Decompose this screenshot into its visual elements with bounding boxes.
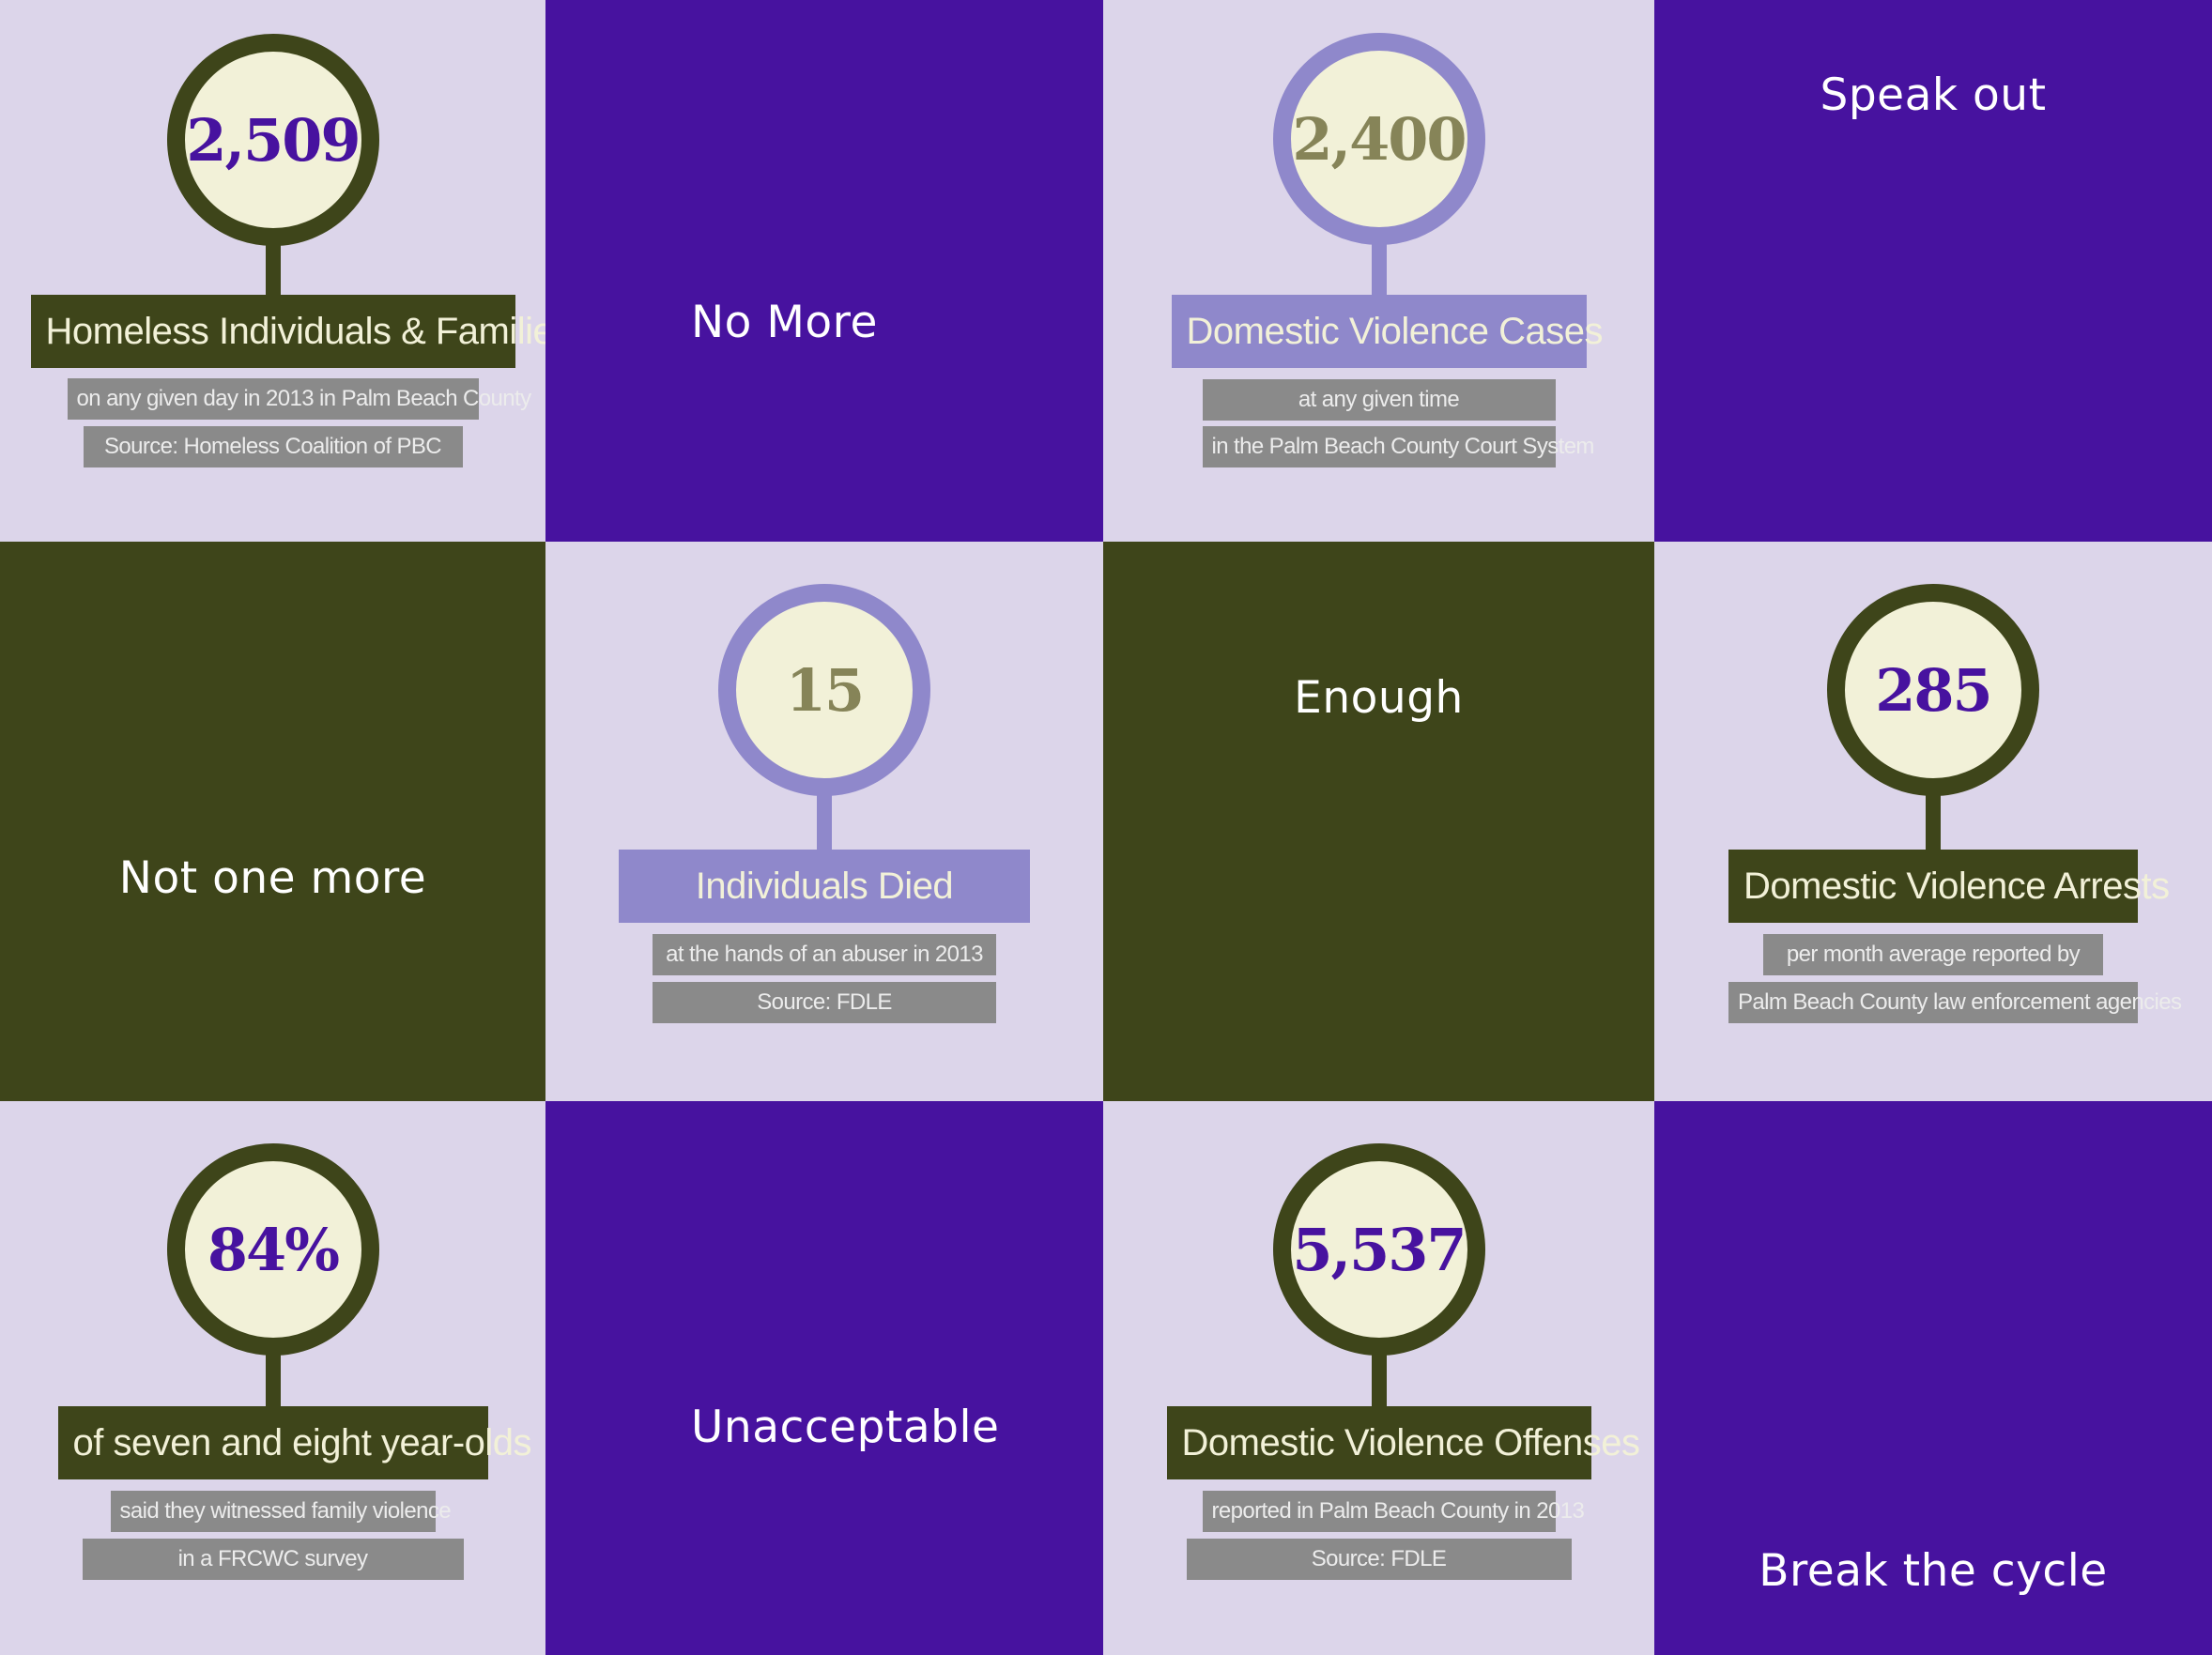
- stat-source: Source: FDLE: [1186, 1539, 1572, 1580]
- stat-circle: 285: [1827, 584, 2039, 796]
- stat-number: 84%: [207, 1215, 340, 1284]
- slogan-text: Break the cycle: [1759, 1545, 2108, 1597]
- stat-stem: [1371, 1352, 1387, 1410]
- stat-subtext: at any given time: [1202, 379, 1556, 421]
- stat-source: in the Palm Beach County Court System: [1202, 426, 1594, 467]
- stat-label: of seven and eight year-olds: [57, 1406, 532, 1479]
- stat-graphic: 84% of seven and eight year-olds said th…: [0, 1101, 545, 1655]
- stat-stem: [265, 1352, 281, 1410]
- stat-graphic: 2,509 Homeless Individuals & Families on…: [0, 0, 545, 542]
- stat-number: 285: [1875, 655, 1992, 725]
- stat-stem: [1371, 241, 1387, 299]
- stat-circle: 84%: [166, 1143, 379, 1356]
- stat-stem: [1926, 792, 1941, 850]
- stat-label: Domestic Violence Cases: [1171, 295, 1604, 368]
- stat-graphic: 2,400 Domestic Violence Cases at any giv…: [1103, 0, 1654, 542]
- stat-label: Homeless Individuals & Families: [30, 295, 545, 368]
- stat-tile-witnessed: 84% of seven and eight year-olds said th…: [0, 1101, 545, 1655]
- stat-graphic: 5,537 Domestic Violence Offenses reporte…: [1103, 1101, 1654, 1655]
- stat-subtext: at the hands of an abuser in 2013: [653, 934, 996, 975]
- slogan-text: Speak out: [1820, 69, 2047, 121]
- stat-stem: [265, 242, 281, 299]
- stat-subtext: on any given day in 2013 in Palm Beach C…: [67, 378, 531, 420]
- stat-label: Domestic Violence Arrests: [1728, 850, 2170, 923]
- stat-circle: 2,400: [1272, 33, 1485, 245]
- stat-graphic: 285 Domestic Violence Arrests per month …: [1654, 542, 2212, 1101]
- stat-subtext: said they witnessed family violence: [110, 1491, 452, 1532]
- stat-tile-died: 15 Individuals Died at the hands of an a…: [545, 542, 1103, 1101]
- stat-tile-offenses: 5,537 Domestic Violence Offenses reporte…: [1103, 1101, 1654, 1655]
- slogan-tile-unacceptable: Unacceptable: [545, 1101, 1103, 1655]
- stat-circle: 15: [718, 584, 930, 796]
- stat-tile-homeless: 2,509 Homeless Individuals & Families on…: [0, 0, 545, 542]
- stat-label: Individuals Died: [619, 850, 1030, 923]
- stat-graphic: 15 Individuals Died at the hands of an a…: [545, 542, 1103, 1101]
- stat-source: Palm Beach County law enforcement agenci…: [1728, 982, 2182, 1023]
- stat-label: Domestic Violence Offenses: [1166, 1406, 1640, 1479]
- stat-tile-dv-cases: 2,400 Domestic Violence Cases at any giv…: [1103, 0, 1654, 542]
- slogan-tile-no-more: No More: [545, 0, 1103, 542]
- slogan-text: Not one more: [118, 852, 427, 904]
- slogan-text: Enough: [1294, 672, 1464, 724]
- stat-stem: [817, 792, 832, 850]
- stat-circle: 5,537: [1272, 1143, 1485, 1356]
- slogan-tile-break-the-cycle: Break the cycle: [1654, 1101, 2212, 1655]
- slogan-tile-not-one-more: Not one more: [0, 542, 545, 1101]
- stat-number: 2,400: [1292, 104, 1467, 174]
- stat-subtext: reported in Palm Beach County in 2013: [1202, 1491, 1585, 1532]
- stat-source: Source: Homeless Coalition of PBC: [83, 426, 463, 467]
- slogan-text: Unacceptable: [691, 1402, 1000, 1453]
- stat-number: 15: [785, 655, 865, 725]
- stat-number: 5,537: [1292, 1215, 1467, 1284]
- stat-tile-arrests: 285 Domestic Violence Arrests per month …: [1654, 542, 2212, 1101]
- stat-circle: 2,509: [166, 34, 379, 246]
- stat-source: Source: FDLE: [653, 982, 996, 1023]
- stat-number: 2,509: [186, 105, 361, 175]
- stat-source: in a FRCWC survey: [82, 1539, 464, 1580]
- slogan-text: No More: [691, 297, 878, 348]
- slogan-tile-enough: Enough: [1103, 542, 1654, 1101]
- slogan-tile-speak-out: Speak out: [1654, 0, 2212, 542]
- stat-subtext: per month average reported by: [1763, 934, 2103, 975]
